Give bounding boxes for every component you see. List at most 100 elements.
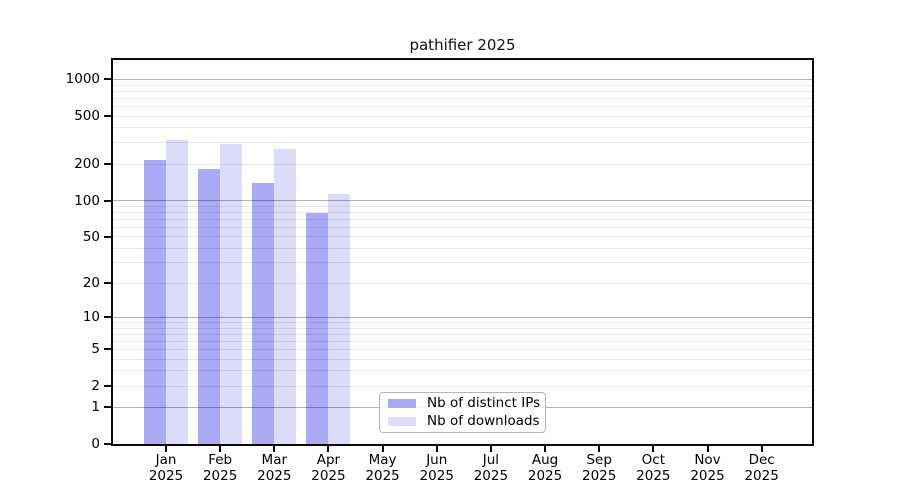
x-tick-label-line: 2025 [473,468,509,484]
x-tick-label-line: 2025 [582,468,617,484]
x-tick-label-line: 2025 [257,468,292,484]
x-tick-label-oct: Oct 2025 [623,452,683,484]
x-tick-jul [489,446,492,452]
y-tick-label-1: 1 [91,399,100,416]
x-tick-feb [219,446,222,452]
x-tick-label-line: Jul [482,452,500,468]
y-tick-label-200: 200 [74,156,100,173]
legend-label-distinct-ips: Nb of distinct IPs [427,395,541,411]
y-tick-20 [104,282,111,285]
x-tick-label-may: May 2025 [353,452,413,484]
gridline-minor-6 [113,340,812,342]
x-tick-label-mar: Mar 2025 [244,452,304,484]
legend-label-downloads: Nb of downloads [427,413,540,429]
x-tick-label-apr: Apr 2025 [298,452,358,484]
x-tick-label-jan: Jan 2025 [136,452,196,484]
gridline-minor-900 [113,84,812,86]
legend-swatch-distinct-ips [388,399,416,408]
gridline-minor-60 [113,226,812,228]
gridline-minor-800 [113,90,812,92]
x-tick-label-line: May [368,452,397,468]
y-tick-label-5: 5 [91,341,100,358]
x-tick-jun [435,446,438,452]
gridline-minor-300 [113,142,812,144]
bar-distinct-ips-apr-2025 [306,213,329,444]
gridline-minor-30 [113,262,812,264]
gridline-minor-400 [113,127,812,129]
x-tick-label-line: Feb [208,452,233,468]
y-tick-50 [104,235,111,238]
bar-distinct-ips-mar-2025 [252,182,275,444]
y-tick-1 [104,406,111,409]
legend-swatch-downloads [388,417,416,426]
x-tick-label-line: 2025 [419,468,454,484]
x-tick-label-line: 2025 [636,468,671,484]
x-tick-label-line: Sep [586,452,612,468]
y-tick-10 [104,316,111,319]
y-tick-label-10: 10 [82,309,100,326]
x-tick-label-feb: Feb 2025 [190,452,250,484]
gridline-minor-500 [113,115,812,117]
x-tick-label-nov: Nov 2025 [678,452,738,484]
gridline-minor-20 [113,282,812,284]
y-tick-200 [104,163,111,166]
x-tick-label-line: Jan [155,452,177,468]
x-tick-apr [327,446,330,452]
bar-downloads-jan-2025 [166,139,188,444]
y-tick-0 [104,443,111,445]
x-tick-label-aug: Aug 2025 [515,452,575,484]
x-tick-label-line: Aug [531,452,559,468]
x-tick-label-sep: Sep 2025 [569,452,629,484]
gridline-minor-70 [113,218,812,220]
y-tick-label-50: 50 [82,228,100,245]
gridline-major-1000 [113,78,812,81]
x-tick-label-line: Nov [694,452,721,468]
y-tick-5 [104,348,111,351]
gridline-minor-90 [113,205,812,207]
x-tick-label-line: 2025 [527,468,563,484]
x-tick-dec [760,446,763,452]
x-tick-sep [598,446,601,452]
x-tick-label-line: Dec [748,452,775,468]
gridline-minor-40 [113,247,812,249]
bar-downloads-apr-2025 [328,194,351,444]
x-tick-oct [652,446,655,452]
y-tick-1000 [104,78,111,81]
y-tick-label-100: 100 [74,192,100,209]
bar-downloads-mar-2025 [274,149,297,444]
x-tick-label-line: 2025 [202,468,238,484]
x-tick-jan [165,446,167,452]
y-tick-500 [104,115,111,117]
x-tick-label-dec: Dec 2025 [732,452,792,484]
y-tick-100 [104,199,111,202]
x-tick-label-line: 2025 [690,468,725,484]
y-tick-label-0: 0 [91,436,100,452]
gridline-minor-5 [113,348,812,350]
legend-item-downloads: Nb of downloads [388,413,540,429]
x-tick-label-line: 2025 [311,468,346,484]
legend-item-distinct-ips: Nb of distinct IPs [388,395,541,411]
gridline-minor-3 [113,370,812,372]
gridline-minor-50 [113,236,812,238]
bar-distinct-ips-jan-2025 [144,159,166,444]
gridline-minor-2 [113,385,812,387]
gridline-minor-4 [113,358,812,360]
bar-downloads-feb-2025 [220,144,243,444]
x-tick-mar [273,446,276,452]
x-tick-label-line: Apr [316,452,341,468]
x-tick-label-line: Jun [426,452,448,468]
x-tick-label-line: 2025 [744,468,779,484]
legend: Nb of distinct IPs Nb of downloads [379,392,546,433]
gridline-minor-8 [113,327,812,329]
gridline-major-10 [113,316,812,319]
x-tick-nov [706,446,709,452]
y-tick-label-1000: 1000 [65,71,100,88]
y-tick-label-500: 500 [74,108,100,124]
x-tick-label-jun: Jun 2025 [407,452,467,484]
y-tick-2 [104,385,111,388]
x-tick-label-line: 2025 [148,468,184,484]
x-tick-label-line: Mar [261,452,288,468]
gridline-minor-600 [113,105,812,107]
x-tick-aug [544,446,547,452]
